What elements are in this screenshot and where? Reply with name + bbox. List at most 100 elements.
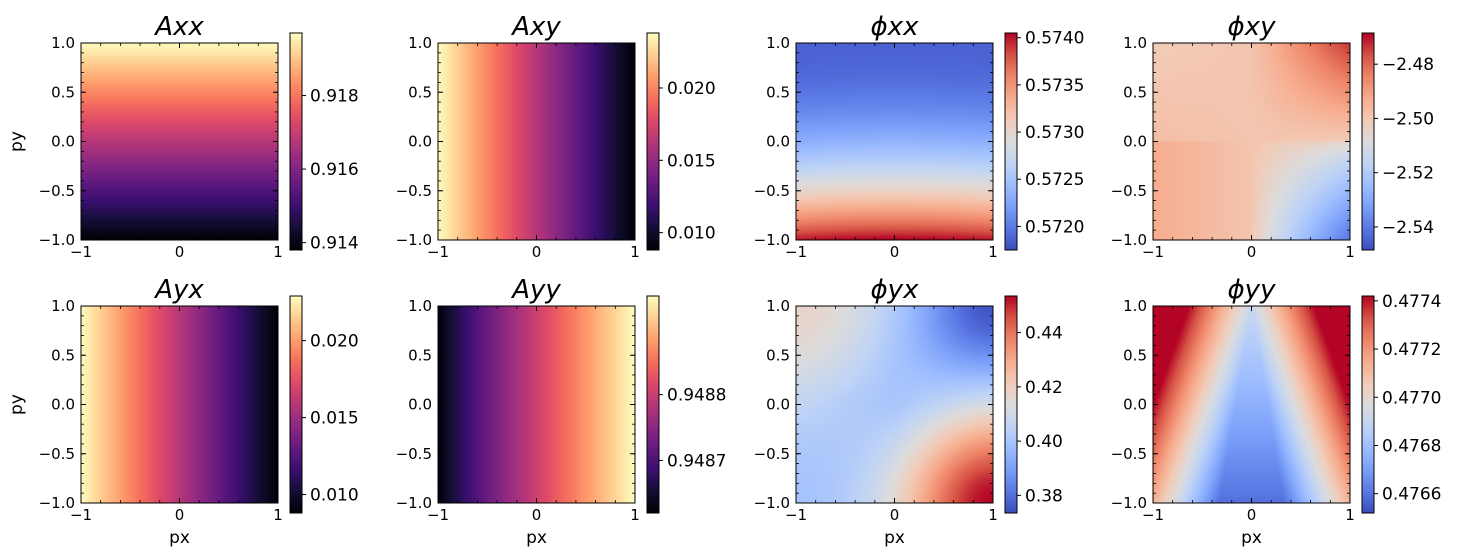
x-tick-label: 1 bbox=[1345, 506, 1355, 524]
colorbar-tick-label: 0.4766 bbox=[1382, 485, 1441, 505]
panel-phiyx: ϕyx −1 0 1 1.0 0.5 0.0 −0.5 −1.0 px 0.38 0.40 0.42 0.… bbox=[754, 275, 1063, 548]
colorbar bbox=[1005, 33, 1017, 250]
y-tick-label: 0.0 bbox=[766, 396, 790, 414]
y-tick-label: 0.0 bbox=[1123, 396, 1147, 414]
y-tick-label: −0.5 bbox=[1111, 445, 1147, 463]
panel-title: ϕxy bbox=[1228, 12, 1277, 42]
x-tick-label: −1 bbox=[70, 243, 92, 261]
y-tick-label: −1.0 bbox=[754, 231, 790, 249]
y-tick-label: −0.5 bbox=[754, 182, 790, 200]
panel-title: Axy bbox=[510, 12, 561, 42]
y-tick-label: 0.5 bbox=[1123, 346, 1147, 364]
heatmap-phiyx bbox=[796, 306, 993, 503]
panel-axx: Axx −1 0 1 1.0 0.5 0.0 −0.5 −1.0 py 0.914 0.916 0.91… bbox=[7, 12, 359, 261]
colorbar-tick-label: 0.5735 bbox=[1025, 76, 1084, 96]
y-tick-label: −0.5 bbox=[1111, 182, 1147, 200]
colorbar-frame bbox=[289, 295, 303, 514]
x-tick-label: −1 bbox=[427, 243, 449, 261]
colorbar-tick-label: −2.50 bbox=[1382, 109, 1434, 129]
colorbar-tick-label: 0.5730 bbox=[1025, 123, 1084, 143]
y-tick-label: 0.0 bbox=[766, 133, 790, 151]
colorbar-tick-label: 0.010 bbox=[310, 486, 359, 506]
colorbar bbox=[1362, 296, 1374, 513]
y-tick-label: 0.0 bbox=[51, 396, 75, 414]
colorbar-tick-label: 0.4768 bbox=[1382, 436, 1441, 456]
y-tick-label: 0.0 bbox=[408, 396, 432, 414]
panel-title: Axx bbox=[153, 12, 204, 42]
y-tick-label: −0.5 bbox=[39, 445, 75, 463]
colorbar-tick-label: −2.48 bbox=[1382, 55, 1434, 75]
y-tick-label: −1.0 bbox=[1111, 231, 1147, 249]
y-tick-label: 0.5 bbox=[51, 83, 75, 101]
x-tick-label: 0 bbox=[532, 506, 542, 524]
heatmap-phiyy bbox=[1153, 306, 1350, 503]
x-tick-label: 1 bbox=[273, 506, 283, 524]
colorbar-frame bbox=[1361, 32, 1375, 251]
colorbar-frame bbox=[646, 32, 660, 251]
y-tick-label: 1.0 bbox=[408, 297, 432, 315]
colorbar-tick-label: 0.916 bbox=[310, 160, 359, 180]
colorbar-frame bbox=[289, 32, 303, 251]
colorbar-tick-label: −2.54 bbox=[1382, 218, 1434, 238]
heatmap-phixy bbox=[1153, 43, 1350, 240]
y-tick-label: −1.0 bbox=[1111, 494, 1147, 512]
colorbar bbox=[647, 296, 659, 513]
colorbar-frame bbox=[1004, 295, 1018, 514]
y-axis-label: py bbox=[7, 394, 27, 415]
x-tick-label: −1 bbox=[427, 506, 449, 524]
x-tick-label: −1 bbox=[70, 506, 92, 524]
colorbar-tick-label: 0.40 bbox=[1025, 432, 1063, 452]
x-tick-label: −1 bbox=[1142, 506, 1164, 524]
y-tick-label: 0.0 bbox=[51, 133, 75, 151]
heatmap-axx bbox=[81, 43, 278, 240]
colorbar-tick-label: −2.52 bbox=[1382, 164, 1434, 184]
y-tick-label: 1.0 bbox=[766, 34, 790, 52]
colorbar-tick-label: 0.5725 bbox=[1025, 170, 1084, 190]
colorbar-tick-label: 0.42 bbox=[1025, 378, 1063, 398]
colorbar bbox=[1362, 33, 1374, 250]
y-tick-label: −0.5 bbox=[396, 445, 432, 463]
y-tick-label: 1.0 bbox=[766, 297, 790, 315]
colorbar-tick-label: 0.020 bbox=[667, 79, 716, 99]
x-tick-label: 0 bbox=[175, 243, 185, 261]
heatmap-axy bbox=[438, 43, 635, 240]
panel-title: ϕxx bbox=[871, 12, 920, 42]
colorbar-tick-label: 0.38 bbox=[1025, 486, 1063, 506]
y-tick-label: −1.0 bbox=[754, 494, 790, 512]
panel-title: Ayx bbox=[153, 275, 204, 305]
y-tick-label: 1.0 bbox=[408, 34, 432, 52]
y-tick-label: 0.5 bbox=[1123, 83, 1147, 101]
y-tick-label: −0.5 bbox=[396, 182, 432, 200]
y-tick-label: 0.5 bbox=[408, 346, 432, 364]
x-tick-label: 0 bbox=[890, 243, 900, 261]
y-tick-label: −1.0 bbox=[39, 494, 75, 512]
panel-phixy: ϕxy −1 0 1 1.0 0.5 0.0 −0.5 −1.0 −2.54 −2.52 −2.50 −… bbox=[1111, 12, 1435, 261]
x-tick-label: 1 bbox=[988, 506, 998, 524]
y-tick-label: 0.5 bbox=[408, 83, 432, 101]
panel-title: ϕyx bbox=[871, 275, 920, 305]
colorbar-tick-label: 0.5740 bbox=[1025, 29, 1084, 49]
panel-ayx: Ayx −1 0 1 1.0 0.5 0.0 −0.5 −1.0 px py 0.010 0.015 0.… bbox=[7, 275, 359, 548]
colorbar bbox=[290, 33, 302, 250]
y-tick-label: 0.0 bbox=[408, 133, 432, 151]
y-tick-label: 1.0 bbox=[1123, 34, 1147, 52]
colorbar-tick-label: 0.4770 bbox=[1382, 388, 1441, 408]
heatmap-ayx bbox=[81, 306, 278, 503]
panel-title: Ayy bbox=[510, 275, 561, 305]
y-tick-label: 1.0 bbox=[51, 34, 75, 52]
x-tick-label: 1 bbox=[630, 243, 640, 261]
x-axis-label: px bbox=[526, 528, 547, 548]
colorbar-tick-label: 0.020 bbox=[310, 332, 359, 352]
colorbar-tick-label: 0.015 bbox=[310, 409, 359, 429]
x-axis-label: px bbox=[1241, 528, 1262, 548]
colorbar-tick-label: 0.015 bbox=[667, 151, 716, 171]
x-tick-label: 0 bbox=[175, 506, 185, 524]
x-tick-label: 0 bbox=[890, 506, 900, 524]
y-tick-label: 0.5 bbox=[766, 83, 790, 101]
y-tick-label: 1.0 bbox=[1123, 297, 1147, 315]
x-axis-label: px bbox=[884, 528, 905, 548]
x-tick-label: 1 bbox=[273, 243, 283, 261]
y-tick-label: −1.0 bbox=[39, 231, 75, 249]
y-tick-label: 0.5 bbox=[51, 346, 75, 364]
